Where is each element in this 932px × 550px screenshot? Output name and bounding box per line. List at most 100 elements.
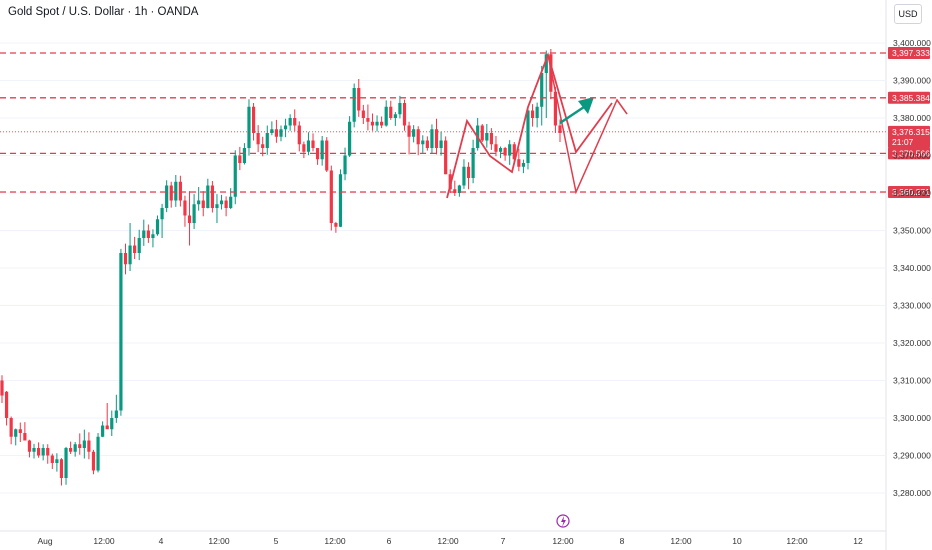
candle [151,229,155,248]
candle [238,146,242,171]
candle-body [352,88,356,122]
x-tick-label: 7 [501,536,506,546]
candle [105,403,109,430]
level-label-box [888,147,930,160]
candle [320,136,324,166]
candle-body [439,140,443,148]
event-marker[interactable] [556,514,570,528]
candle-body [229,196,233,208]
candle-body [270,129,274,133]
candle-body [375,121,379,126]
candle-body [521,163,526,167]
candle-body [160,208,164,220]
y-tick-label: 3,340.000 [893,263,931,273]
candle [14,428,18,446]
candle [224,196,228,217]
candle [380,116,384,129]
candle-body [471,148,475,178]
candle-body [343,155,347,175]
candle-body [416,129,420,145]
candle-body [366,118,370,122]
x-tick-label: 12:00 [208,536,230,546]
candle [540,65,544,126]
candle [197,187,201,211]
candle-body [512,144,516,160]
candle-body [59,459,64,478]
candle-body [64,448,68,478]
candle-body [101,425,105,437]
x-tick-label: 10 [732,536,742,546]
candle-body [23,433,27,441]
y-tick-label: 3,360.000 [893,188,931,198]
candle-body [9,418,13,437]
candle [489,128,493,150]
x-tick-label: 8 [620,536,625,546]
candle [521,159,526,174]
candle [59,458,64,486]
zigzag-pattern-line [446,52,613,199]
candle [146,224,150,243]
candle-body [155,219,160,235]
candle-body [165,185,169,208]
candle-body [78,444,82,448]
candle-body [489,133,493,145]
candle [178,175,182,207]
level-label: 3,397.333 [892,48,930,58]
candle [288,114,292,131]
candle-body [283,125,288,130]
currency-button[interactable]: USD [894,4,922,24]
candle-body [151,234,155,238]
candle-body [73,444,77,452]
candle [535,102,539,128]
candle [462,159,466,189]
candlestick-series [0,49,562,486]
candle [114,394,118,423]
candle-body [224,200,228,208]
candle-body [238,155,242,163]
candle-body [329,170,333,223]
candle [265,125,269,155]
candle [4,391,9,426]
candle [201,191,205,217]
candle-body [398,103,402,115]
candle [352,83,356,128]
candle [480,124,484,142]
candle-body [36,448,41,456]
candle [251,103,256,141]
candle [32,443,36,459]
candle-body [540,73,544,107]
candle [425,136,429,151]
candle [82,429,86,459]
candle-body [553,91,558,126]
last-price-box [888,125,930,148]
candle [434,118,439,155]
candle [128,223,132,271]
candle [160,203,164,238]
candle-body [370,121,375,126]
chart-grid [0,0,887,550]
candle-body [558,125,562,133]
candle-body [498,148,503,152]
candle-body [0,380,4,396]
candle [416,126,420,156]
candle-body [133,245,137,253]
candle [133,236,137,259]
candle [293,109,297,132]
x-tick-label: 6 [387,536,392,546]
candle [389,100,393,120]
candle-body [393,114,397,118]
y-tick-label: 3,380.000 [893,113,931,123]
price-axis[interactable]: 3,280.000 3,290.000 3,300.000 3,310.000 3,32… [893,38,931,498]
candle-body [508,144,512,156]
candle-body [174,181,178,201]
candle [348,116,352,157]
candle [270,121,274,136]
candle-body [325,140,329,171]
candle [27,439,32,458]
candle [274,119,279,143]
time-axis[interactable]: Aug 12:00 4 12:00 5 12:00 6 12:00 7 12:00 8 12:00 10… [0,530,886,546]
x-tick-label: 12:00 [670,536,692,546]
y-tick-label: 3,370.000 [893,151,931,161]
candle [453,180,457,196]
